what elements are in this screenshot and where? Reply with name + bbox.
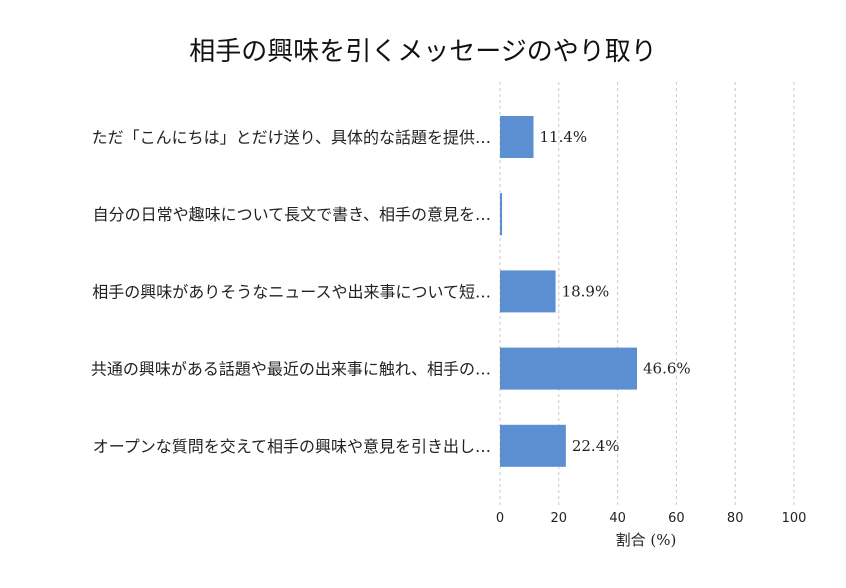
category-label-0: ただ「こんにちは」とだけ送り、具体的な話題を提供…	[92, 128, 491, 147]
x-tick-label-4: 80	[727, 511, 744, 526]
category-label-3: 共通の興味がある話題や最近の出来事に触れ、相手の…	[91, 360, 491, 379]
category-label-4: オープンな質問を交えて相手の興味や意見を引き出し…	[93, 437, 491, 456]
category-labels: ただ「こんにちは」とだけ送り、具体的な話題を提供… 自分の日常や趣味について長文で…	[91, 128, 491, 456]
bar-0	[500, 116, 534, 158]
bar-2	[500, 270, 556, 313]
x-tick-label-0: 0	[496, 511, 504, 526]
x-axis-label: 割合 (%)	[616, 531, 677, 549]
value-label-2: 18.9%	[562, 282, 610, 300]
bar-4	[500, 424, 566, 467]
category-label-1: 自分の日常や趣味について長文で書き、相手の意見を…	[93, 205, 491, 224]
x-tick-label-3: 60	[668, 511, 685, 526]
bars	[500, 116, 638, 467]
bar-1	[500, 193, 503, 236]
x-tick-labels: 0 20 40 60 80 100	[496, 511, 807, 526]
x-tick-label-5: 100	[782, 511, 807, 526]
chart-title: 相手の興味を引くメッセージのやり取り	[189, 37, 656, 67]
category-label-2: 相手の興味がありそうなニュースや出来事について短…	[92, 282, 491, 301]
value-label-3: 46.6%	[643, 360, 691, 378]
value-labels: 11.4% 18.9% 46.6% 22.4%	[540, 128, 691, 455]
value-label-4: 22.4%	[572, 437, 620, 455]
x-tick-label-1: 20	[551, 511, 568, 526]
x-tick-label-2: 40	[609, 511, 626, 526]
bar-3	[500, 347, 638, 390]
value-label-0: 11.4%	[540, 128, 588, 146]
